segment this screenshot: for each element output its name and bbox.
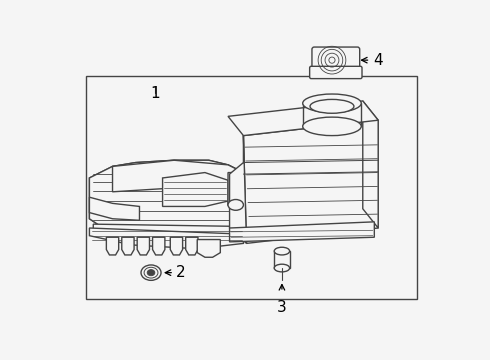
Polygon shape [137, 237, 149, 255]
Polygon shape [363, 101, 378, 228]
Ellipse shape [310, 99, 354, 113]
Polygon shape [244, 120, 378, 243]
Polygon shape [122, 237, 134, 255]
Polygon shape [89, 197, 140, 220]
Polygon shape [163, 172, 228, 206]
Polygon shape [197, 239, 220, 257]
Polygon shape [152, 237, 165, 255]
Ellipse shape [147, 270, 155, 276]
Polygon shape [106, 237, 119, 255]
Ellipse shape [274, 264, 290, 272]
Polygon shape [113, 160, 244, 193]
Ellipse shape [228, 199, 244, 210]
Ellipse shape [303, 94, 361, 112]
Polygon shape [89, 228, 244, 249]
Text: 3: 3 [277, 300, 287, 315]
Ellipse shape [144, 267, 158, 278]
Ellipse shape [141, 265, 161, 280]
Polygon shape [171, 237, 183, 255]
Polygon shape [229, 136, 246, 243]
FancyBboxPatch shape [312, 47, 360, 73]
Polygon shape [229, 222, 374, 242]
Text: 4: 4 [373, 53, 382, 68]
Text: 2: 2 [175, 265, 185, 280]
Polygon shape [93, 224, 244, 245]
Bar [274, 251, 290, 268]
Ellipse shape [274, 247, 290, 255]
FancyBboxPatch shape [310, 66, 362, 78]
Text: 1: 1 [150, 86, 160, 100]
Polygon shape [186, 237, 198, 255]
Ellipse shape [303, 117, 361, 136]
Polygon shape [89, 160, 244, 237]
Polygon shape [228, 101, 378, 136]
Polygon shape [228, 172, 244, 209]
Bar [86, 76, 416, 299]
Polygon shape [89, 160, 244, 237]
